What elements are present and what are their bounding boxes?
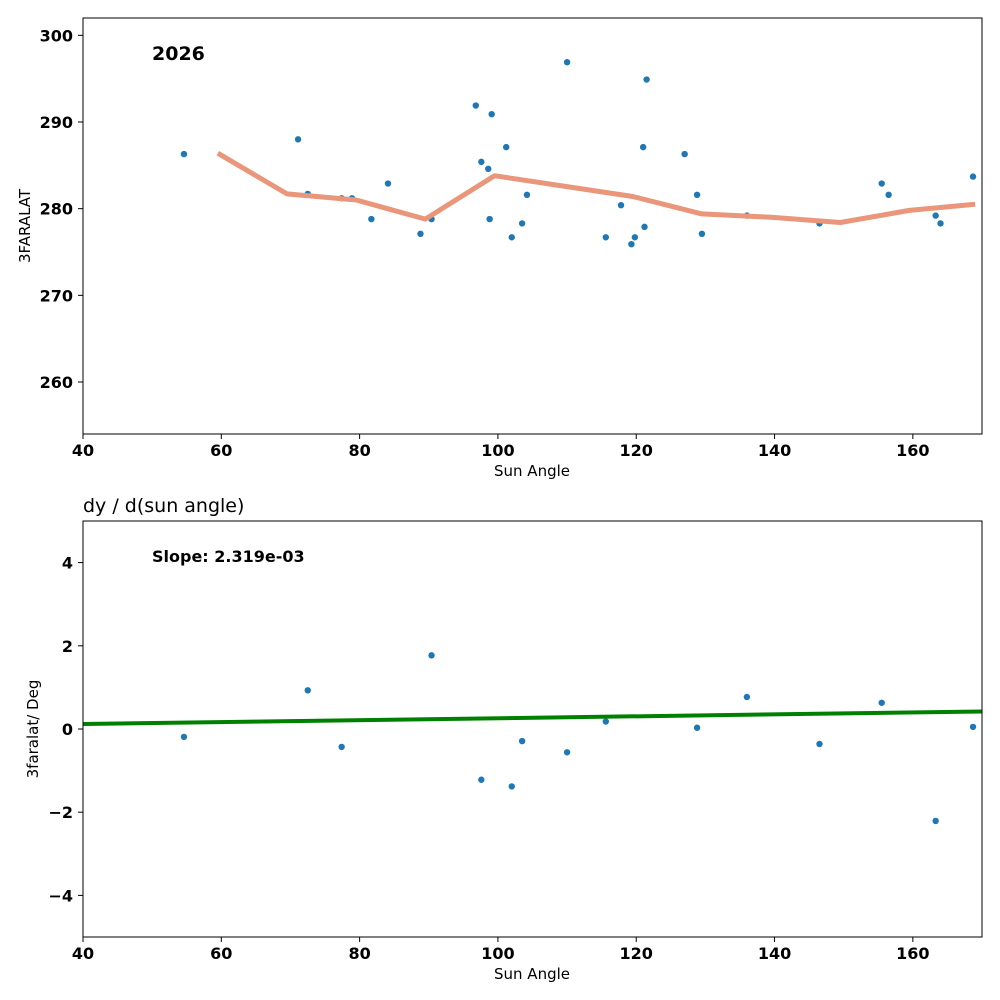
data-point: [969, 723, 977, 731]
panel-bottom-derivative: dy / d(sun angle) 40 60 80 100 120 140 160−4−2…: [24, 495, 983, 983]
x-tick-label: 100: [481, 944, 514, 963]
x-tick-label: 60: [210, 944, 232, 963]
y-tick-label: 280: [40, 200, 73, 219]
data-point: [602, 718, 610, 725]
x-tick-label: 120: [620, 441, 653, 460]
y-tick-label: 4: [62, 554, 73, 573]
x-tick-label: 40: [72, 944, 94, 963]
data-point: [641, 223, 648, 231]
x-tick-label: 40: [72, 441, 94, 460]
data-point: [368, 215, 375, 223]
panel-top-frame: [82, 17, 983, 435]
x-tick-label: 120: [620, 944, 653, 963]
data-point: [417, 230, 424, 237]
data-point: [478, 776, 485, 783]
data-point: [698, 230, 706, 237]
panel-top-sun-angle-scatter: 40 60 80 100 120 140 160 260 270 280 290 300 2026 S…: [16, 17, 983, 480]
data-point: [878, 180, 885, 187]
data-point: [631, 234, 639, 241]
bottom-x-axis-label: Sun Angle: [494, 965, 570, 983]
year-annotation: 2026: [152, 43, 205, 65]
top-x-axis-label: Sun Angle: [494, 462, 570, 480]
x-tick-label: 140: [758, 441, 791, 460]
data-point: [639, 143, 647, 151]
y-tick-label: 270: [40, 286, 73, 305]
y-tick-label: −2: [48, 803, 73, 822]
data-point: [969, 173, 977, 180]
data-point: [885, 191, 892, 198]
data-point: [563, 59, 571, 66]
data-point: [518, 737, 526, 745]
x-tick-label: 100: [481, 441, 514, 460]
data-point: [523, 191, 531, 198]
x-tick-label: 140: [758, 944, 791, 963]
y-tick-label: −4: [48, 886, 73, 905]
y-tick-label: 260: [40, 373, 73, 392]
data-point: [508, 783, 515, 790]
data-point: [478, 158, 485, 166]
y-tick-label: 2: [62, 637, 73, 656]
data-point: [878, 699, 885, 706]
data-point: [643, 76, 650, 83]
y-tick-label: 300: [40, 26, 73, 45]
data-point: [485, 165, 492, 172]
y-tick-label: 0: [62, 720, 73, 739]
data-point: [681, 150, 688, 158]
data-point: [338, 743, 345, 751]
data-point: [486, 215, 493, 223]
data-point: [628, 241, 635, 248]
data-point: [563, 749, 571, 756]
data-point: [693, 191, 701, 198]
panel-bottom-marks: [82, 652, 983, 825]
x-tick-label: 160: [896, 944, 929, 963]
data-point: [743, 693, 751, 701]
data-point: [602, 234, 610, 241]
panel-bottom-ticks: 40 60 80 100 120 140 160 −4 −2 0 2 4: [48, 554, 929, 963]
data-point: [937, 220, 944, 227]
slope-annotation: Slope: 2.319e-03: [152, 547, 305, 566]
data-point: [488, 111, 495, 118]
data-point: [932, 817, 939, 825]
data-point: [693, 724, 701, 731]
y-tick-label: 290: [40, 113, 73, 132]
panel-top-ticks: 40 60 80 100 120 140 160 260 270 280 290 300: [40, 26, 930, 460]
linear-fit-line: [82, 709, 983, 726]
data-point: [472, 102, 479, 109]
data-point: [816, 740, 823, 748]
panel-bottom-frame: [82, 520, 983, 938]
data-point: [518, 220, 526, 227]
panel-top-marks: [180, 59, 977, 248]
data-point: [508, 234, 515, 241]
binned-trend-line: [216, 151, 976, 225]
data-point: [932, 212, 939, 219]
x-tick-label: 80: [348, 944, 370, 963]
x-tick-label: 80: [348, 441, 370, 460]
bottom-y-axis-label: 3faralat/ Deg: [24, 680, 42, 779]
x-tick-label: 160: [896, 441, 929, 460]
x-tick-label: 60: [210, 441, 232, 460]
data-point: [617, 202, 625, 209]
data-point: [180, 150, 188, 158]
data-point: [304, 687, 311, 694]
data-point: [180, 733, 188, 741]
top-y-axis-label: 3FARALAT: [16, 188, 34, 263]
bottom-panel-title: dy / d(sun angle): [83, 495, 244, 517]
data-point: [294, 136, 302, 143]
data-point: [503, 143, 510, 151]
data-point: [428, 652, 435, 659]
data-point: [384, 180, 392, 187]
